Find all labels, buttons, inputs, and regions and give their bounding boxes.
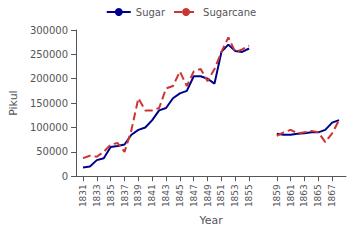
svg-text:1859: 1859 [272, 184, 282, 207]
svg-text:1839: 1839 [133, 184, 143, 207]
svg-text:Pikul: Pikul [7, 90, 20, 116]
svg-text:1851: 1851 [216, 184, 226, 207]
svg-text:150000: 150000 [30, 98, 68, 109]
svg-text:1835: 1835 [106, 184, 116, 207]
svg-text:0: 0 [62, 171, 68, 182]
svg-text:300000: 300000 [30, 25, 68, 36]
svg-text:Sugar: Sugar [136, 7, 166, 18]
svg-text:1855: 1855 [244, 184, 254, 207]
svg-text:Year: Year [198, 214, 223, 227]
svg-text:1849: 1849 [203, 184, 213, 207]
svg-text:1867: 1867 [327, 184, 337, 207]
svg-text:1847: 1847 [189, 184, 199, 207]
svg-text:1837: 1837 [120, 184, 130, 207]
svg-text:1841: 1841 [147, 184, 157, 207]
svg-text:1853: 1853 [230, 184, 240, 207]
svg-text:1845: 1845 [175, 184, 185, 207]
svg-text:250000: 250000 [30, 49, 68, 60]
svg-text:200000: 200000 [30, 73, 68, 84]
svg-text:1863: 1863 [299, 184, 309, 207]
svg-text:1833: 1833 [92, 184, 102, 207]
svg-text:1843: 1843 [161, 184, 171, 207]
svg-text:50000: 50000 [36, 146, 68, 157]
svg-text:1865: 1865 [313, 184, 323, 207]
svg-text:Sugarcane: Sugarcane [203, 7, 256, 18]
svg-text:1831: 1831 [78, 184, 88, 207]
svg-text:1861: 1861 [286, 184, 296, 207]
svg-text:100000: 100000 [30, 122, 68, 133]
